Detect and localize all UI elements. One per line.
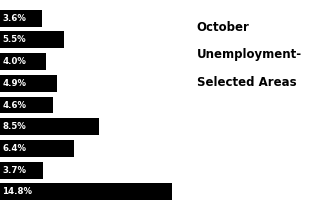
Bar [0, 140, 74, 157]
Bar [0, 118, 99, 135]
Bar [0, 184, 172, 201]
Bar [0, 31, 64, 48]
Text: 4.0%: 4.0% [2, 57, 26, 66]
Text: 6.4%: 6.4% [2, 144, 26, 153]
Text: Selected Areas: Selected Areas [197, 76, 296, 89]
Bar [0, 75, 57, 92]
Text: Unemployment-: Unemployment- [197, 48, 302, 61]
Text: 3.6%: 3.6% [2, 13, 26, 22]
Bar [0, 162, 43, 179]
Text: 14.8%: 14.8% [2, 188, 32, 197]
Bar [0, 97, 53, 113]
Text: October: October [197, 21, 250, 34]
Bar [0, 9, 42, 26]
Bar [0, 53, 46, 70]
Text: 5.5%: 5.5% [2, 35, 26, 44]
Text: 3.7%: 3.7% [2, 166, 26, 175]
Text: 4.6%: 4.6% [2, 101, 26, 109]
Text: 4.9%: 4.9% [2, 79, 26, 88]
Text: 8.5%: 8.5% [2, 122, 26, 131]
